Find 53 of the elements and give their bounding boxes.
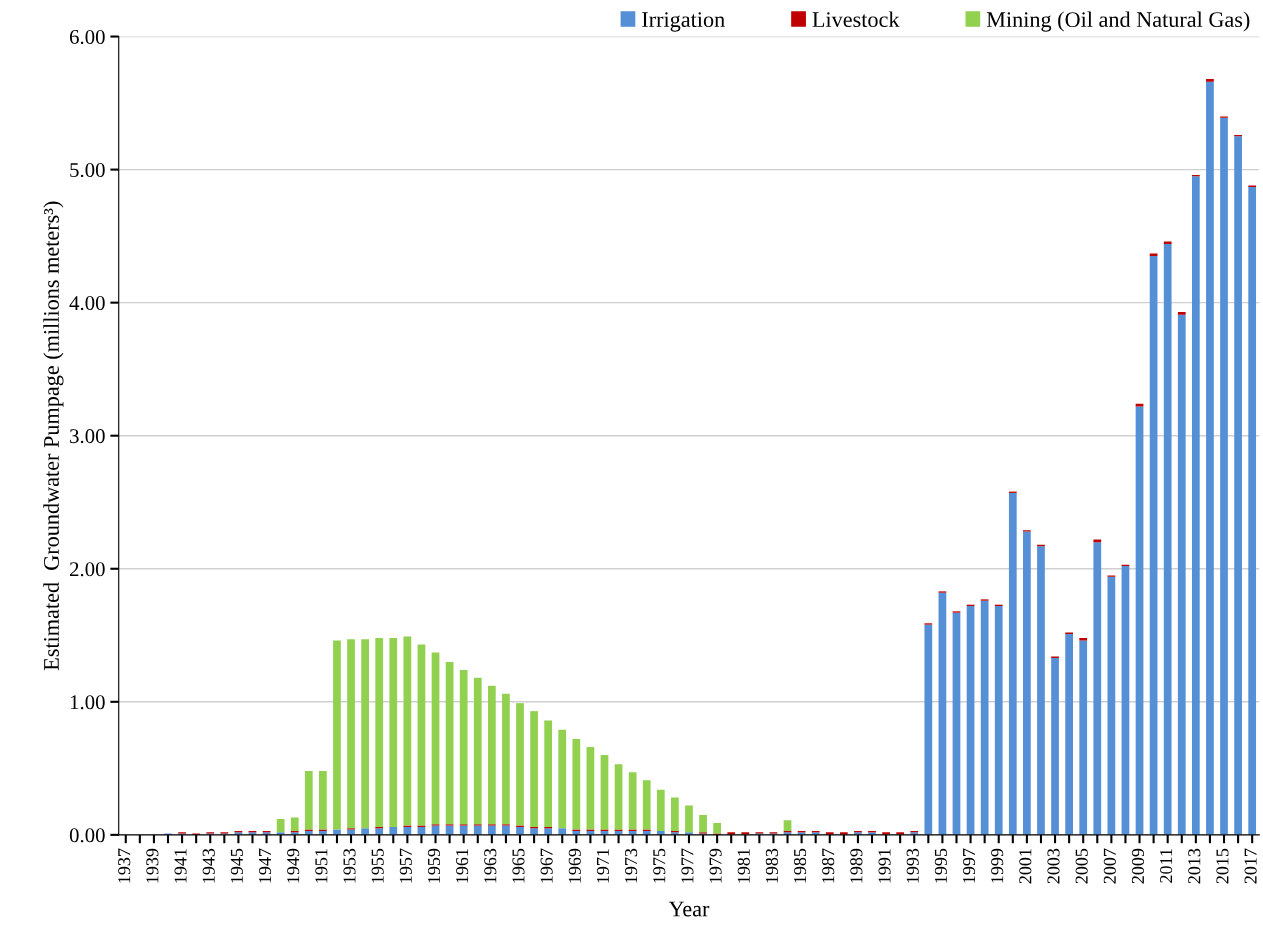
x-tick-label: 1957 [399,848,412,883]
x-tick-label: 1949 [287,848,300,883]
x-tick-label: 2013 [1188,848,1201,884]
x-tick-label: 1969 [568,848,581,883]
x-tick-label: 1975 [653,848,666,883]
x-tick-label: 1955 [371,848,384,883]
y-tick-label: 4.00 [69,296,105,311]
x-tick-label: 1959 [427,848,441,883]
x-axis-title: Year [668,901,710,917]
x-tick-label: 2011 [1160,849,1173,883]
y-tick-label: 6.00 [69,29,105,45]
x-tick-label: 1981 [737,849,750,883]
x-tick-label: 1999 [991,848,1004,883]
y-tick-label: 2.00 [69,562,105,577]
x-tick-label: 1945 [230,848,243,883]
x-tick-label: 1951 [315,849,328,883]
y-axis-title: Estimated Groundwater Pumpage (millions meters³) [43,201,64,671]
x-tick-label: 2009 [1131,848,1145,884]
x-tick-label: 1987 [822,848,835,883]
x-tick-label: 2003 [1047,848,1060,884]
x-tick-label: 1977 [681,848,694,883]
x-tick-label: 1963 [484,848,497,883]
y-tick-label: 5.00 [70,162,105,178]
x-tick-label: 2017 [1244,848,1257,884]
x-tick-label: 1995 [934,848,947,883]
x-tick-label: 1937 [118,848,131,883]
x-tick-label: 1983 [765,848,778,883]
x-tick-label: 1979 [709,848,722,883]
x-tick-label: 1947 [258,848,272,883]
x-tick-label: 2015 [1216,848,1229,884]
x-tick-label: 2007 [1103,848,1116,884]
y-tick-label: 0.00 [69,828,105,843]
x-tick-label: 1967 [540,848,553,883]
x-tick-label: 2001 [1019,849,1032,884]
x-tick-label: 1991 [878,849,891,883]
x-tick-label: 1973 [625,848,638,883]
x-tick-label: 1941 [174,849,187,883]
x-tick-label: 1939 [146,848,159,883]
x-tick-label: 1989 [850,848,863,883]
legend-label: Irrigation [642,12,725,32]
x-tick-label: 1961 [456,849,469,883]
legend-label: Livestock [812,11,900,28]
legend-label: Mining (Oil and Natural Gas) [986,11,1250,32]
x-tick-label: 1943 [202,848,215,883]
x-tick-label: 1965 [512,848,525,883]
x-tick-label: 1953 [343,848,356,883]
y-tick-label: 3.00 [70,429,105,444]
x-tick-label: 1997 [962,848,976,883]
y-tick-label: 1.00 [70,695,105,710]
x-tick-label: 1993 [906,848,919,883]
x-tick-label: 2005 [1075,848,1088,884]
x-tick-label: 1985 [793,848,807,883]
x-tick-label: 1971 [596,849,610,883]
